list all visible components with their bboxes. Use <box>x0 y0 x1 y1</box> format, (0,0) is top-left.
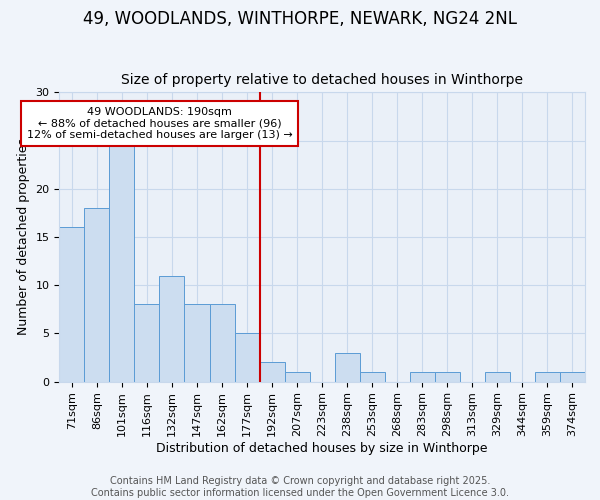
Text: 49, WOODLANDS, WINTHORPE, NEWARK, NG24 2NL: 49, WOODLANDS, WINTHORPE, NEWARK, NG24 2… <box>83 10 517 28</box>
Bar <box>410 372 435 382</box>
Bar <box>560 372 585 382</box>
Bar <box>360 372 385 382</box>
X-axis label: Distribution of detached houses by size in Winthorpe: Distribution of detached houses by size … <box>157 442 488 455</box>
Bar <box>59 228 85 382</box>
Bar <box>260 362 284 382</box>
Text: Contains HM Land Registry data © Crown copyright and database right 2025.
Contai: Contains HM Land Registry data © Crown c… <box>91 476 509 498</box>
Bar <box>160 276 184 382</box>
Bar <box>485 372 510 382</box>
Bar <box>435 372 460 382</box>
Bar <box>235 334 260 382</box>
Bar <box>85 208 109 382</box>
Bar <box>134 304 160 382</box>
Bar <box>209 304 235 382</box>
Bar <box>184 304 209 382</box>
Y-axis label: Number of detached properties: Number of detached properties <box>17 138 30 336</box>
Bar <box>535 372 560 382</box>
Text: 49 WOODLANDS: 190sqm
← 88% of detached houses are smaller (96)
12% of semi-detac: 49 WOODLANDS: 190sqm ← 88% of detached h… <box>26 107 292 140</box>
Bar <box>284 372 310 382</box>
Bar <box>335 352 360 382</box>
Bar <box>109 140 134 382</box>
Title: Size of property relative to detached houses in Winthorpe: Size of property relative to detached ho… <box>121 73 523 87</box>
